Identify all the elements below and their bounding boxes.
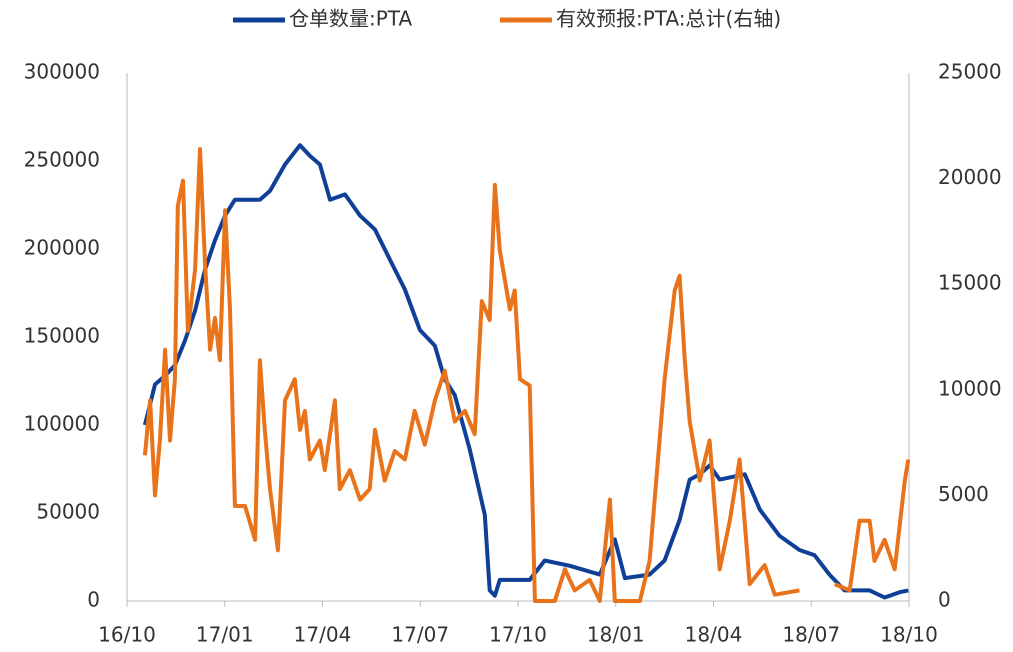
y-tick-label: 50000: [36, 500, 100, 524]
y2-tick-label: 20000: [938, 165, 1002, 189]
x-tick-label: 18/10: [880, 623, 938, 647]
series-line: [142, 147, 911, 603]
y-tick-label: 100000: [24, 412, 100, 436]
y2-tick-label: 10000: [938, 376, 1002, 400]
y2-tick-label: 15000: [938, 271, 1002, 295]
x-tick-label: 17/01: [196, 623, 254, 647]
x-tick-label: 16/10: [98, 623, 156, 647]
x-tick-label: 17/04: [294, 623, 352, 647]
y2-tick-label: 5000: [938, 482, 989, 506]
y2-tick-label: 0: [938, 588, 951, 612]
legend-label: 有效预报:PTA:总计(右轴): [556, 7, 781, 31]
y2-tick-label: 25000: [938, 60, 1002, 84]
legend-label: 仓单数量:PTA: [289, 7, 412, 31]
x-tick-label: 17/07: [391, 623, 449, 647]
x-tick-label: 18/04: [685, 623, 743, 647]
y-tick-label: 200000: [24, 236, 100, 260]
y-tick-label: 150000: [24, 324, 100, 348]
y-tick-label: 0: [87, 588, 100, 612]
x-tick-label: 18/01: [587, 623, 645, 647]
x-tick-label: 17/10: [489, 623, 547, 647]
series-line: [142, 143, 909, 600]
y-tick-label: 300000: [24, 60, 100, 84]
x-tick-label: 18/07: [782, 623, 840, 647]
y-tick-label: 250000: [24, 148, 100, 172]
